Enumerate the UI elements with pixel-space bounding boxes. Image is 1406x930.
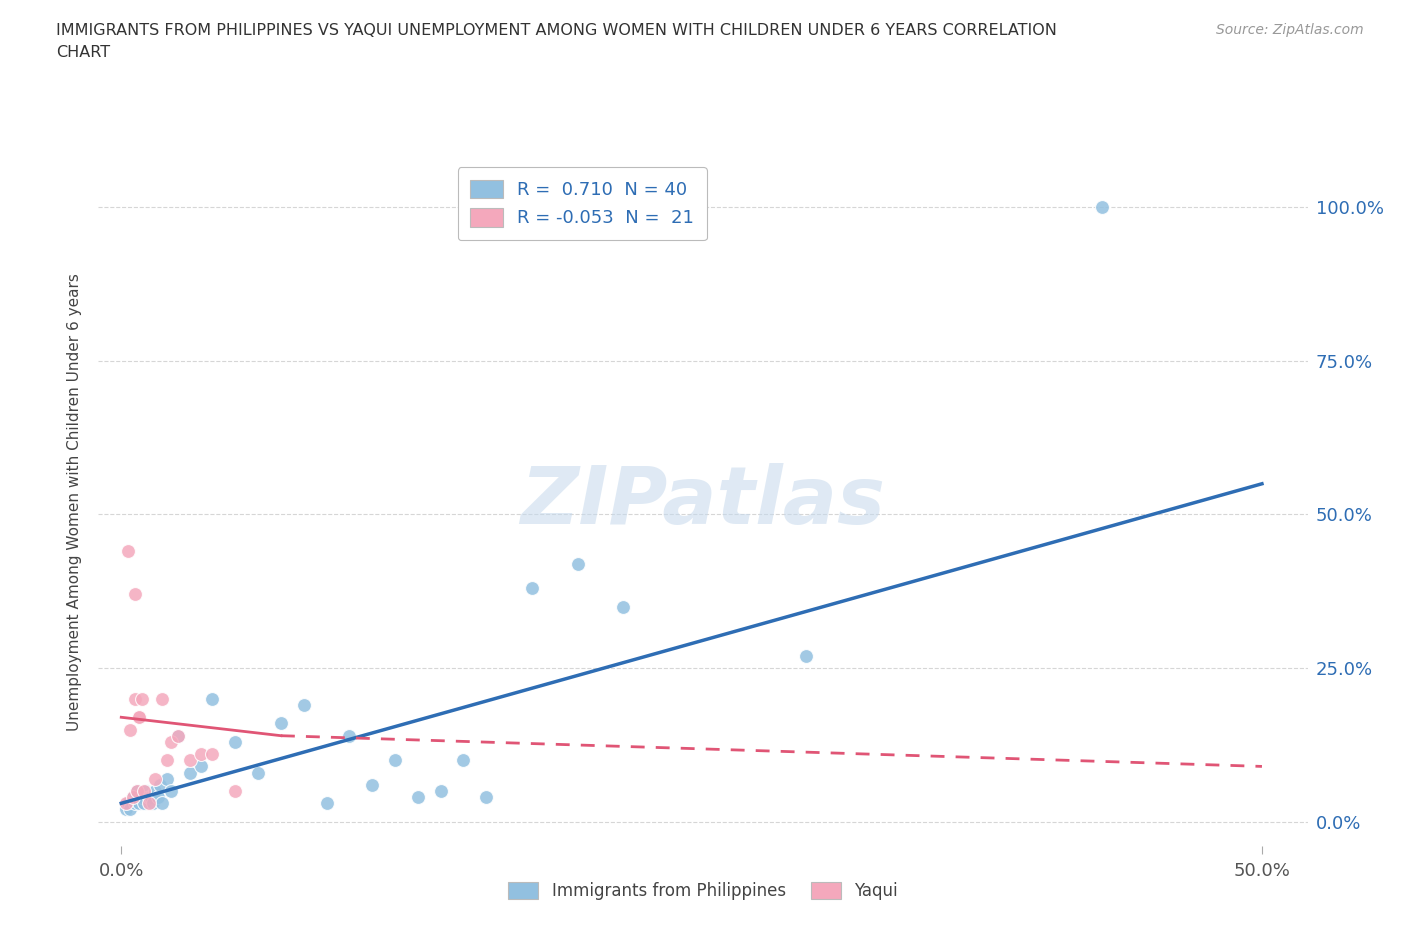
Point bbox=[475, 790, 498, 804]
Point bbox=[224, 735, 246, 750]
Y-axis label: Unemployment Among Women with Children Under 6 years: Unemployment Among Women with Children U… bbox=[67, 273, 83, 731]
Point bbox=[453, 753, 475, 768]
Point bbox=[114, 802, 136, 817]
Point bbox=[167, 728, 190, 743]
Point bbox=[150, 796, 173, 811]
Point bbox=[127, 784, 149, 799]
Point bbox=[142, 796, 165, 811]
Legend: Immigrants from Philippines, Yaqui: Immigrants from Philippines, Yaqui bbox=[502, 875, 904, 907]
Point bbox=[160, 784, 183, 799]
Point bbox=[156, 771, 179, 786]
Point bbox=[132, 784, 155, 799]
Point bbox=[160, 735, 183, 750]
Point bbox=[121, 790, 143, 804]
Point bbox=[120, 802, 142, 817]
Point bbox=[128, 710, 150, 724]
Point bbox=[179, 765, 201, 780]
Point bbox=[201, 691, 224, 706]
Point bbox=[190, 759, 212, 774]
Point bbox=[270, 716, 292, 731]
Point bbox=[124, 796, 146, 811]
Point bbox=[520, 580, 543, 596]
Point bbox=[139, 790, 162, 804]
Point bbox=[124, 587, 146, 602]
Point bbox=[179, 753, 201, 768]
Point bbox=[149, 777, 172, 792]
Point bbox=[131, 790, 153, 804]
Point bbox=[384, 753, 406, 768]
Point bbox=[128, 796, 150, 811]
Point bbox=[145, 771, 167, 786]
Text: CHART: CHART bbox=[56, 45, 110, 60]
Point bbox=[315, 796, 337, 811]
Point bbox=[121, 790, 143, 804]
Point bbox=[247, 765, 270, 780]
Point bbox=[150, 691, 173, 706]
Point bbox=[794, 648, 817, 663]
Point bbox=[131, 691, 153, 706]
Point bbox=[127, 784, 149, 799]
Point bbox=[201, 747, 224, 762]
Point bbox=[337, 728, 360, 743]
Point bbox=[612, 599, 634, 614]
Point bbox=[429, 784, 451, 799]
Point bbox=[406, 790, 429, 804]
Point bbox=[128, 710, 150, 724]
Text: ZIPatlas: ZIPatlas bbox=[520, 463, 886, 541]
Point bbox=[167, 728, 190, 743]
Point bbox=[132, 796, 155, 811]
Point bbox=[124, 691, 146, 706]
Point bbox=[292, 698, 315, 712]
Text: Source: ZipAtlas.com: Source: ZipAtlas.com bbox=[1216, 23, 1364, 37]
Point bbox=[224, 784, 246, 799]
Point bbox=[135, 784, 157, 799]
Point bbox=[156, 753, 179, 768]
Point bbox=[138, 790, 160, 804]
Point bbox=[567, 556, 589, 571]
Point bbox=[190, 747, 212, 762]
Point bbox=[361, 777, 384, 792]
Point bbox=[138, 796, 160, 811]
Point bbox=[117, 796, 139, 811]
Point bbox=[145, 784, 167, 799]
Point bbox=[146, 790, 169, 804]
Point bbox=[114, 796, 136, 811]
Point bbox=[117, 544, 139, 559]
Text: IMMIGRANTS FROM PHILIPPINES VS YAQUI UNEMPLOYMENT AMONG WOMEN WITH CHILDREN UNDE: IMMIGRANTS FROM PHILIPPINES VS YAQUI UNE… bbox=[56, 23, 1057, 38]
Point bbox=[120, 722, 142, 737]
Point bbox=[1091, 200, 1114, 215]
